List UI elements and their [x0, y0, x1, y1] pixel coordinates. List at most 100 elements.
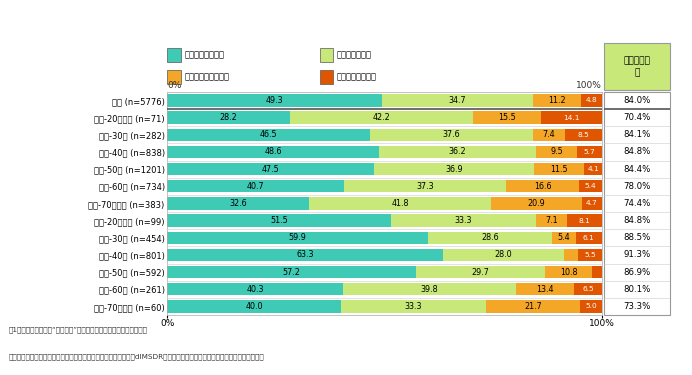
Bar [290, 111, 473, 124]
Bar [486, 300, 581, 313]
Bar [167, 266, 416, 278]
Bar [473, 111, 540, 124]
Text: 7.1: 7.1 [545, 216, 558, 225]
Bar [534, 163, 584, 175]
Bar [379, 146, 536, 158]
Text: 14.1: 14.1 [563, 115, 580, 121]
Bar [507, 180, 579, 192]
Bar [584, 163, 602, 175]
Text: 20.9: 20.9 [527, 199, 545, 208]
Bar [552, 232, 576, 244]
Text: 70.4%: 70.4% [623, 113, 650, 122]
Text: 5.4: 5.4 [558, 233, 570, 242]
Text: 46.5: 46.5 [260, 130, 277, 139]
Bar [167, 111, 290, 124]
Text: 8.5: 8.5 [578, 132, 590, 138]
Text: 84.8%: 84.8% [623, 216, 650, 225]
Bar [581, 197, 602, 210]
Bar [428, 232, 552, 244]
Bar [167, 163, 374, 175]
Text: 37.3: 37.3 [417, 182, 434, 191]
Bar [579, 180, 602, 192]
Text: 5.0: 5.0 [585, 303, 597, 309]
Text: 6.1: 6.1 [583, 235, 594, 241]
Text: 28.2: 28.2 [220, 113, 237, 122]
Bar [167, 129, 370, 141]
Text: 34.7: 34.7 [448, 96, 466, 105]
Bar [536, 214, 567, 227]
Text: 8.1: 8.1 [579, 217, 590, 223]
Text: 33.3: 33.3 [455, 216, 473, 225]
Text: 10.8: 10.8 [560, 268, 577, 277]
Bar [581, 300, 602, 313]
Bar [533, 129, 565, 141]
Text: 表1「あなたは普段、“運動不足”を感じていますか」についての回答: 表1「あなたは普段、“運動不足”を感じていますか」についての回答 [8, 327, 147, 333]
Text: 0%: 0% [167, 81, 182, 90]
Text: 36.2: 36.2 [448, 147, 466, 156]
Bar [374, 163, 534, 175]
Text: 73.3%: 73.3% [623, 302, 650, 311]
Text: 28.6: 28.6 [481, 233, 499, 242]
Text: 42.2: 42.2 [373, 113, 390, 122]
Text: 37.6: 37.6 [442, 130, 460, 139]
Bar [320, 48, 333, 62]
Text: 29.7: 29.7 [472, 268, 489, 277]
Bar [491, 197, 581, 210]
Bar [382, 94, 533, 106]
Bar [167, 214, 391, 227]
Bar [574, 283, 602, 296]
Text: 4.8: 4.8 [585, 98, 597, 104]
Text: 49.3: 49.3 [266, 96, 284, 105]
Text: 11.5: 11.5 [550, 165, 568, 174]
Bar [167, 180, 345, 192]
Bar [592, 266, 602, 278]
Bar [443, 249, 564, 261]
Text: 88.5%: 88.5% [623, 233, 650, 242]
Text: 32.6: 32.6 [230, 199, 247, 208]
Bar [578, 249, 602, 261]
Bar [416, 266, 545, 278]
Text: 36.9: 36.9 [445, 165, 463, 174]
Bar [345, 180, 507, 192]
Text: 感じている
計: 感じている 計 [623, 56, 650, 77]
Text: 80.1%: 80.1% [623, 285, 650, 294]
Bar [576, 232, 602, 244]
Bar [167, 283, 343, 296]
Text: 6.5: 6.5 [582, 286, 594, 292]
Text: あまり感じていない: あまり感じていない [185, 73, 230, 82]
Bar [167, 146, 379, 158]
Bar [564, 249, 578, 261]
Bar [167, 197, 309, 210]
Text: 59.9: 59.9 [289, 233, 307, 242]
Bar [167, 300, 341, 313]
Bar [167, 94, 382, 106]
Bar [581, 94, 602, 106]
Text: とても感じている: とても感じている [185, 50, 225, 59]
Text: 51.5: 51.5 [271, 216, 289, 225]
Bar [343, 283, 516, 296]
Text: 7.4: 7.4 [543, 130, 556, 139]
Bar [167, 249, 443, 261]
Bar [309, 197, 491, 210]
Text: 86.9%: 86.9% [623, 268, 650, 277]
Text: 4.1: 4.1 [588, 166, 599, 172]
Bar [167, 48, 181, 62]
Text: 11.2: 11.2 [548, 96, 565, 105]
Bar [167, 70, 181, 84]
Text: 100%: 100% [576, 81, 602, 90]
Text: 40.3: 40.3 [246, 285, 264, 294]
Text: 28.0: 28.0 [495, 251, 512, 260]
Text: 9.5: 9.5 [550, 147, 563, 156]
Bar [577, 146, 602, 158]
Bar [533, 94, 581, 106]
Text: 63.3: 63.3 [296, 251, 313, 260]
Text: 84.0%: 84.0% [623, 96, 650, 105]
Text: 57.2: 57.2 [283, 268, 301, 277]
Bar [391, 214, 536, 227]
Text: 39.8: 39.8 [420, 285, 438, 294]
Bar [540, 111, 602, 124]
Bar [567, 214, 602, 227]
Bar [370, 129, 533, 141]
Text: 33.3: 33.3 [405, 302, 422, 311]
Text: 84.4%: 84.4% [623, 165, 650, 174]
